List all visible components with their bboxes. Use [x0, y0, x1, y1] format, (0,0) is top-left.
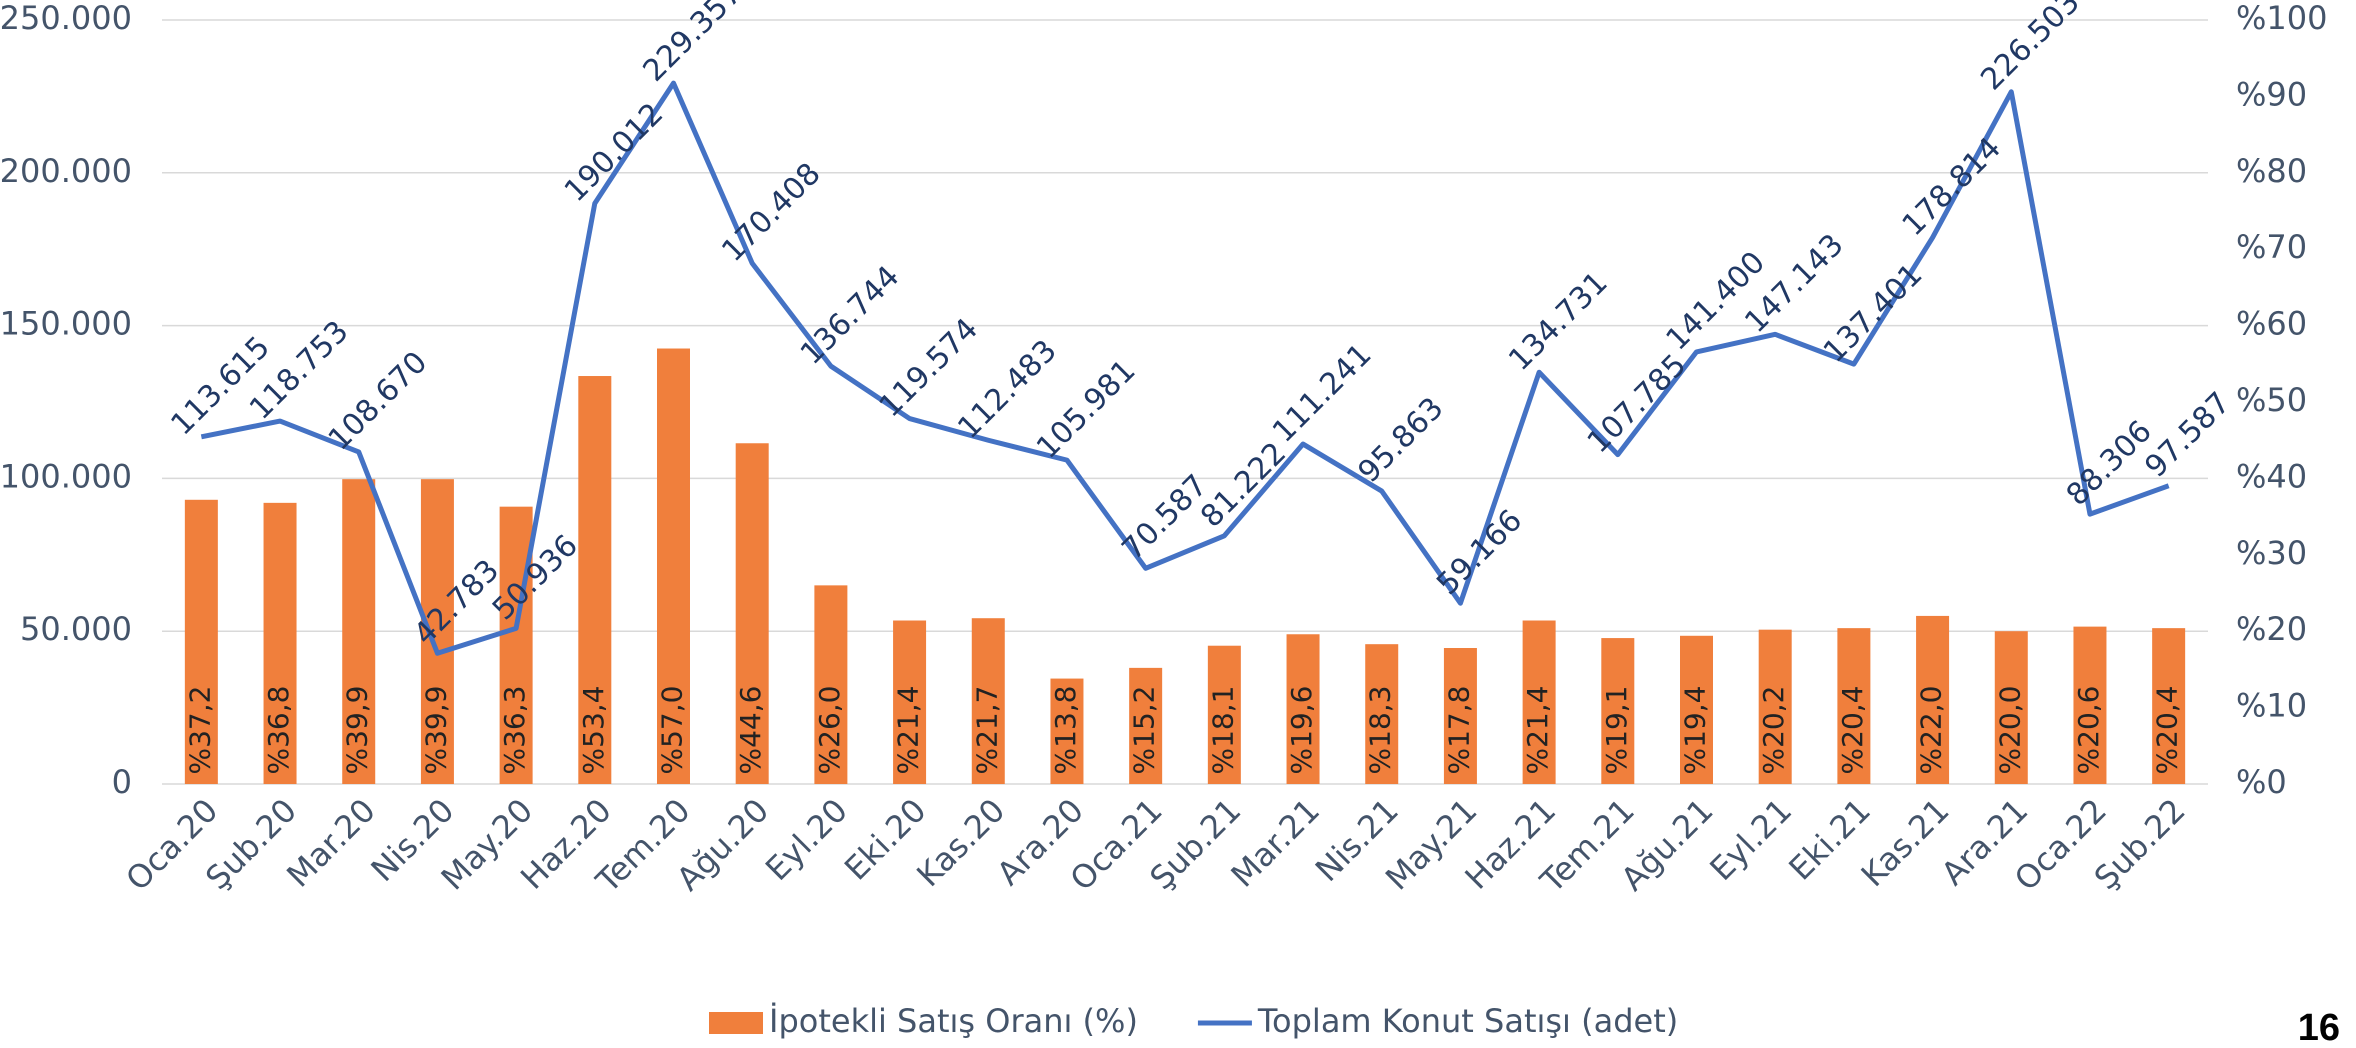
bar-label: %19,6: [1285, 686, 1318, 775]
bar: [1837, 628, 1871, 784]
y2-tick-label: %60: [2236, 305, 2307, 343]
y-tick-label: 250.000: [0, 0, 132, 37]
line-label: 70.587: [1115, 468, 1214, 567]
bar-label: %37,2: [183, 686, 216, 775]
bar: [184, 499, 218, 784]
bar-label: %53,4: [577, 686, 610, 775]
bar: [263, 502, 297, 784]
y2-tick-label: %80: [2236, 152, 2307, 190]
x-tick-label: Eyl.20: [758, 791, 855, 888]
bar: [1207, 645, 1241, 784]
bar-label: %20,4: [1836, 686, 1869, 775]
y2-tick-label: %90: [2236, 75, 2307, 113]
line-label: 81.222: [1194, 436, 1293, 535]
line-label: 137.401: [1817, 257, 1929, 369]
bar: [1916, 615, 1950, 784]
bar-label: %39,9: [341, 686, 374, 775]
line-label: 95.863: [1352, 391, 1451, 490]
bar-label: %36,8: [262, 686, 295, 775]
y-tick-label: 0: [112, 763, 132, 801]
y-tick-label: 50.000: [20, 610, 132, 648]
line: [200, 80, 2170, 656]
line-label: 229.357: [637, 0, 749, 89]
bar: [1522, 620, 1556, 784]
bar-label: %21,7: [970, 686, 1003, 775]
x-tick-label: Eyl.21: [1702, 791, 1799, 888]
bar: [1758, 629, 1792, 784]
bar: [971, 618, 1005, 784]
y2-tick-label: %0: [2236, 763, 2287, 801]
y-tick-label: 100.000: [0, 457, 132, 495]
bar: [1994, 631, 2028, 784]
bar-label: %15,2: [1128, 686, 1161, 775]
x-tick-label: Mar.20: [279, 791, 382, 894]
bar-label: %20,6: [2072, 686, 2105, 775]
line-label: 111.241: [1266, 337, 1378, 449]
y2-tick-label: %100: [2236, 0, 2327, 37]
y2-tick-label: %70: [2236, 228, 2307, 266]
y2-tick-label: %10: [2236, 687, 2307, 725]
line-label: 190.012: [558, 96, 670, 208]
bar-label: %20,4: [2151, 686, 2184, 775]
bar-label: %20,0: [1993, 686, 2026, 775]
bar-label: %22,0: [1915, 686, 1948, 775]
bar: [1443, 648, 1477, 784]
bar-label: %21,4: [1521, 686, 1554, 775]
line-label: 59.166: [1430, 503, 1529, 602]
bar: [1680, 635, 1713, 784]
y-tick-label: 150.000: [0, 305, 132, 343]
bar-label: %36,3: [498, 686, 531, 775]
bar-label: %44,6: [734, 686, 767, 775]
y2-tick-label: %20: [2236, 610, 2307, 648]
y-tick-label: 200.000: [0, 152, 132, 190]
line-label: 134.731: [1502, 265, 1614, 377]
line-label: 136.744: [794, 259, 906, 371]
bar-label: %18,3: [1364, 686, 1397, 775]
y2-tick-label: %40: [2236, 457, 2307, 495]
line-label: 108.670: [322, 345, 434, 457]
bar: [1050, 678, 1084, 784]
bar: [578, 376, 612, 784]
bar: [893, 620, 927, 784]
bar-label: %17,8: [1442, 686, 1475, 775]
bar-label: %26,0: [813, 686, 846, 775]
line-label: 178.814: [1896, 131, 2008, 243]
bar: [1365, 644, 1399, 784]
x-tick-label: Kas.21: [1854, 791, 1957, 894]
line-label: 107.785: [1581, 348, 1693, 460]
bar-label: %19,1: [1600, 686, 1633, 775]
legend-label: İpotekli Satış Oranı (%): [769, 1002, 1138, 1040]
bar: [1601, 638, 1635, 784]
x-tick-label: Mar.21: [1224, 791, 1327, 894]
line-label: 226.503: [1974, 0, 2086, 97]
bar: [499, 506, 533, 784]
bar: [2152, 628, 2186, 784]
bar: [657, 348, 690, 784]
bar: [1129, 667, 1163, 784]
legend-swatch: [709, 1012, 763, 1034]
bar: [1286, 634, 1320, 784]
bar: [814, 585, 848, 784]
bar-label: %19,4: [1679, 686, 1712, 775]
legend-label: Toplam Konut Satışı (adet): [1257, 1002, 1678, 1040]
bar: [735, 443, 769, 784]
bar-label: %21,4: [892, 686, 925, 775]
bar: [342, 479, 376, 784]
x-tick-label: Kas.20: [909, 791, 1012, 894]
page-number: 16: [2298, 1007, 2340, 1048]
bar: [2073, 626, 2107, 784]
bar-label: %13,8: [1049, 686, 1082, 775]
y2-tick-label: %30: [2236, 534, 2307, 572]
bar-label: %57,0: [656, 686, 689, 775]
y2-tick-label: %50: [2236, 381, 2307, 419]
bar-label: %39,9: [419, 686, 452, 775]
bar-label: %20,2: [1757, 686, 1790, 775]
bar-label: %18,1: [1206, 686, 1239, 775]
